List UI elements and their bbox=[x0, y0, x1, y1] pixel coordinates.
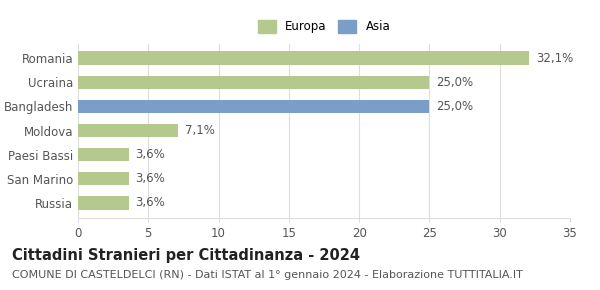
Text: 3,6%: 3,6% bbox=[136, 196, 166, 209]
Text: 25,0%: 25,0% bbox=[436, 100, 473, 113]
Bar bbox=[78, 124, 178, 137]
Text: 3,6%: 3,6% bbox=[136, 172, 166, 185]
Bar bbox=[78, 148, 128, 161]
Legend: Europa, Asia: Europa, Asia bbox=[256, 18, 392, 36]
Text: 3,6%: 3,6% bbox=[136, 148, 166, 161]
Bar bbox=[78, 172, 128, 185]
Text: 7,1%: 7,1% bbox=[185, 124, 215, 137]
Text: 25,0%: 25,0% bbox=[436, 76, 473, 89]
Text: 32,1%: 32,1% bbox=[536, 52, 574, 65]
Text: COMUNE DI CASTELDELCI (RN) - Dati ISTAT al 1° gennaio 2024 - Elaborazione TUTTIT: COMUNE DI CASTELDELCI (RN) - Dati ISTAT … bbox=[12, 270, 523, 280]
Bar bbox=[78, 51, 529, 65]
Text: Cittadini Stranieri per Cittadinanza - 2024: Cittadini Stranieri per Cittadinanza - 2… bbox=[12, 248, 360, 263]
Bar bbox=[78, 76, 430, 89]
Bar bbox=[78, 196, 128, 210]
Bar bbox=[78, 100, 430, 113]
